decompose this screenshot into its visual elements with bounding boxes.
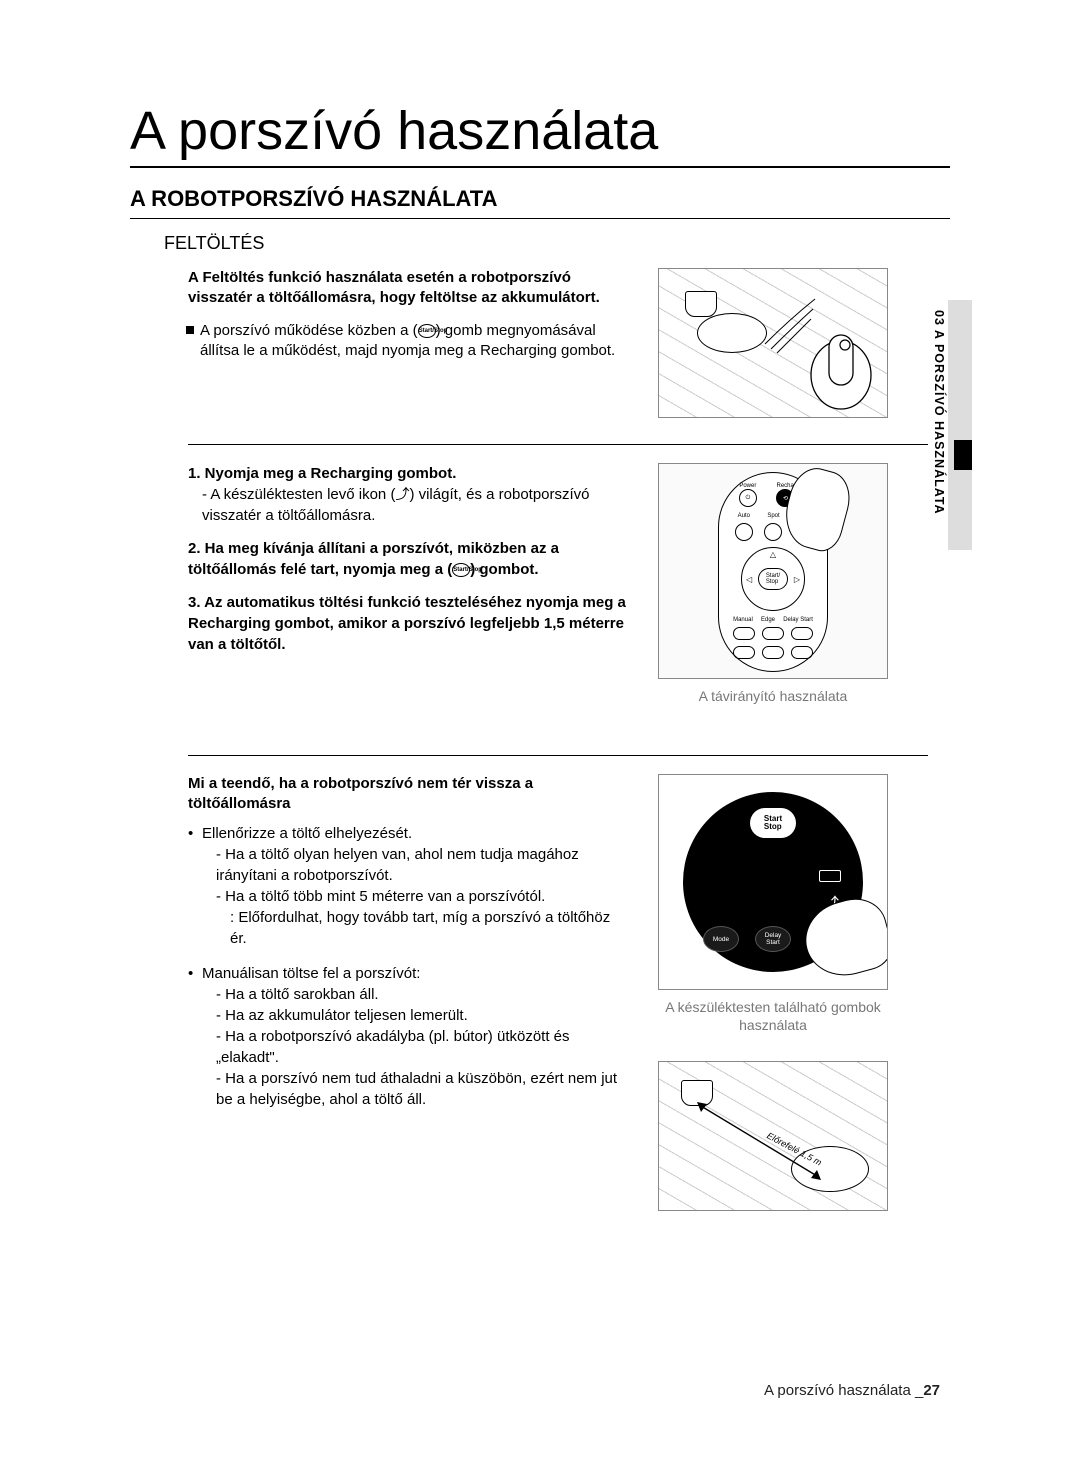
remote-label-spot: Spot bbox=[767, 513, 779, 519]
bullet-1: Ellenőrizze a töltő elhelyezését. - Ha a… bbox=[188, 823, 630, 949]
footer-page-number: 27 bbox=[923, 1382, 940, 1399]
extra-button-icon bbox=[733, 646, 755, 659]
body-mode-button-icon: Mode bbox=[703, 926, 739, 952]
bullet-1-line-2: - Ha a töltő több mint 5 méterre van a p… bbox=[202, 886, 630, 907]
start-stop-icon: Start/Stop bbox=[452, 563, 470, 577]
power-button-icon: ⏻ bbox=[739, 489, 757, 507]
remote-outline-icon: Power ⏻ Recharging ⟲ Auto Spot Max bbox=[718, 472, 828, 672]
footer-text: A porszívó használata _ bbox=[764, 1382, 923, 1399]
numbered-steps: 1. Nyomja meg a Recharging gombot. - A k… bbox=[188, 463, 630, 655]
step-1: 1. Nyomja meg a Recharging gombot. - A k… bbox=[188, 463, 630, 526]
extra-button-icon bbox=[791, 646, 813, 659]
page-content: A porszívó használata A ROBOTPORSZÍVÓ HA… bbox=[130, 100, 950, 1219]
dpad-icon: △ ◁ ▷ Start/ Stop bbox=[741, 547, 805, 611]
bullet-1-line-2b: : Előfordulhat, hogy tovább tart, míg a … bbox=[216, 907, 630, 949]
figure-recharge-scene bbox=[658, 268, 888, 418]
bullet-2-line-2: - Ha az akkumulátor teljesen lemerült. bbox=[202, 1005, 630, 1026]
bullet-2: Manuálisan töltse fel a porszívót: - Ha … bbox=[188, 963, 630, 1110]
hand-icon bbox=[778, 463, 857, 555]
bullet-2-line-3: - Ha a robotporszívó akadályba (pl. búto… bbox=[202, 1026, 630, 1068]
figure-remote-caption: A távirányító használata bbox=[658, 687, 888, 705]
page-title: A porszívó használata bbox=[130, 100, 950, 168]
battery-icon bbox=[819, 870, 841, 882]
auto-button-icon bbox=[735, 523, 753, 541]
extra-button-icon bbox=[762, 646, 784, 659]
start-stop-icon: Start/Stop bbox=[418, 324, 436, 338]
signal-waves-icon bbox=[755, 289, 825, 359]
operation-text-pre: A porszívó működése közben a ( bbox=[200, 322, 418, 339]
remote-label-manual: Manual bbox=[733, 617, 753, 623]
intro-paragraph: A Feltöltés funkció használata esetén a … bbox=[188, 268, 630, 309]
remote-label-power: Power bbox=[739, 483, 757, 489]
dock-icon bbox=[685, 291, 717, 317]
figure-distance: Előrefelé 1,5 m bbox=[658, 1061, 888, 1211]
bullet-list: Ellenőrizze a töltő elhelyezését. - Ha a… bbox=[188, 823, 630, 1110]
remote-label-auto: Auto bbox=[738, 513, 750, 519]
step-3: 3. Az automatikus töltési funkció teszte… bbox=[188, 592, 630, 655]
page-footer: A porszívó használata _27 bbox=[764, 1382, 940, 1399]
subsection-heading: FELTÖLTÉS bbox=[164, 233, 950, 254]
figure-remote: Power ⏻ Recharging ⟲ Auto Spot Max bbox=[658, 463, 888, 679]
divider bbox=[188, 755, 928, 756]
distance-arrow-icon bbox=[697, 1102, 837, 1192]
bullet-2-line-4: - Ha a porszívó nem tud áthaladni a küsz… bbox=[202, 1068, 630, 1110]
figure-body-buttons: Start Stop ⤴ Mode Delay Start Recharging bbox=[658, 774, 888, 990]
step-1-sub-pre: - A készüléktesten levő ikon ( bbox=[202, 486, 395, 503]
operation-paragraph: A porszívó működése közben a (Start/Stop… bbox=[188, 321, 630, 362]
remote-label-delay: Delay Start bbox=[783, 617, 813, 623]
bullet-1-line-1: - Ha a töltő olyan helyen van, ahol nem … bbox=[202, 844, 630, 886]
body-delay-button-icon: Delay Start bbox=[755, 926, 791, 952]
section-heading: A ROBOTPORSZÍVÓ HASZNÁLATA bbox=[130, 186, 950, 219]
divider bbox=[188, 444, 928, 445]
figure-body-caption: A készüléktesten található gombok haszná… bbox=[658, 998, 888, 1034]
side-tab bbox=[948, 300, 972, 550]
home-return-icon: ⤴ bbox=[395, 485, 409, 505]
manual-button-icon bbox=[733, 627, 755, 640]
remote-label-edge: Edge bbox=[761, 617, 775, 623]
step-2: 2. Ha meg kívánja állítani a porszívót, … bbox=[188, 538, 630, 580]
spot-button-icon bbox=[764, 523, 782, 541]
edge-button-icon bbox=[762, 627, 784, 640]
left-column: A Feltöltés funkció használata esetén a … bbox=[130, 268, 630, 426]
side-tab-marker bbox=[954, 440, 972, 470]
bullet-2-line-1: - Ha a töltő sarokban áll. bbox=[202, 984, 630, 1005]
dpad-center-icon: Start/ Stop bbox=[758, 568, 788, 590]
troubleshoot-heading: Mi a teendő, ha a robotporszívó nem tér … bbox=[188, 774, 630, 815]
delay-button-icon bbox=[791, 627, 813, 640]
square-bullet-icon bbox=[186, 326, 194, 334]
body-start-stop-icon: Start Stop bbox=[750, 808, 796, 838]
